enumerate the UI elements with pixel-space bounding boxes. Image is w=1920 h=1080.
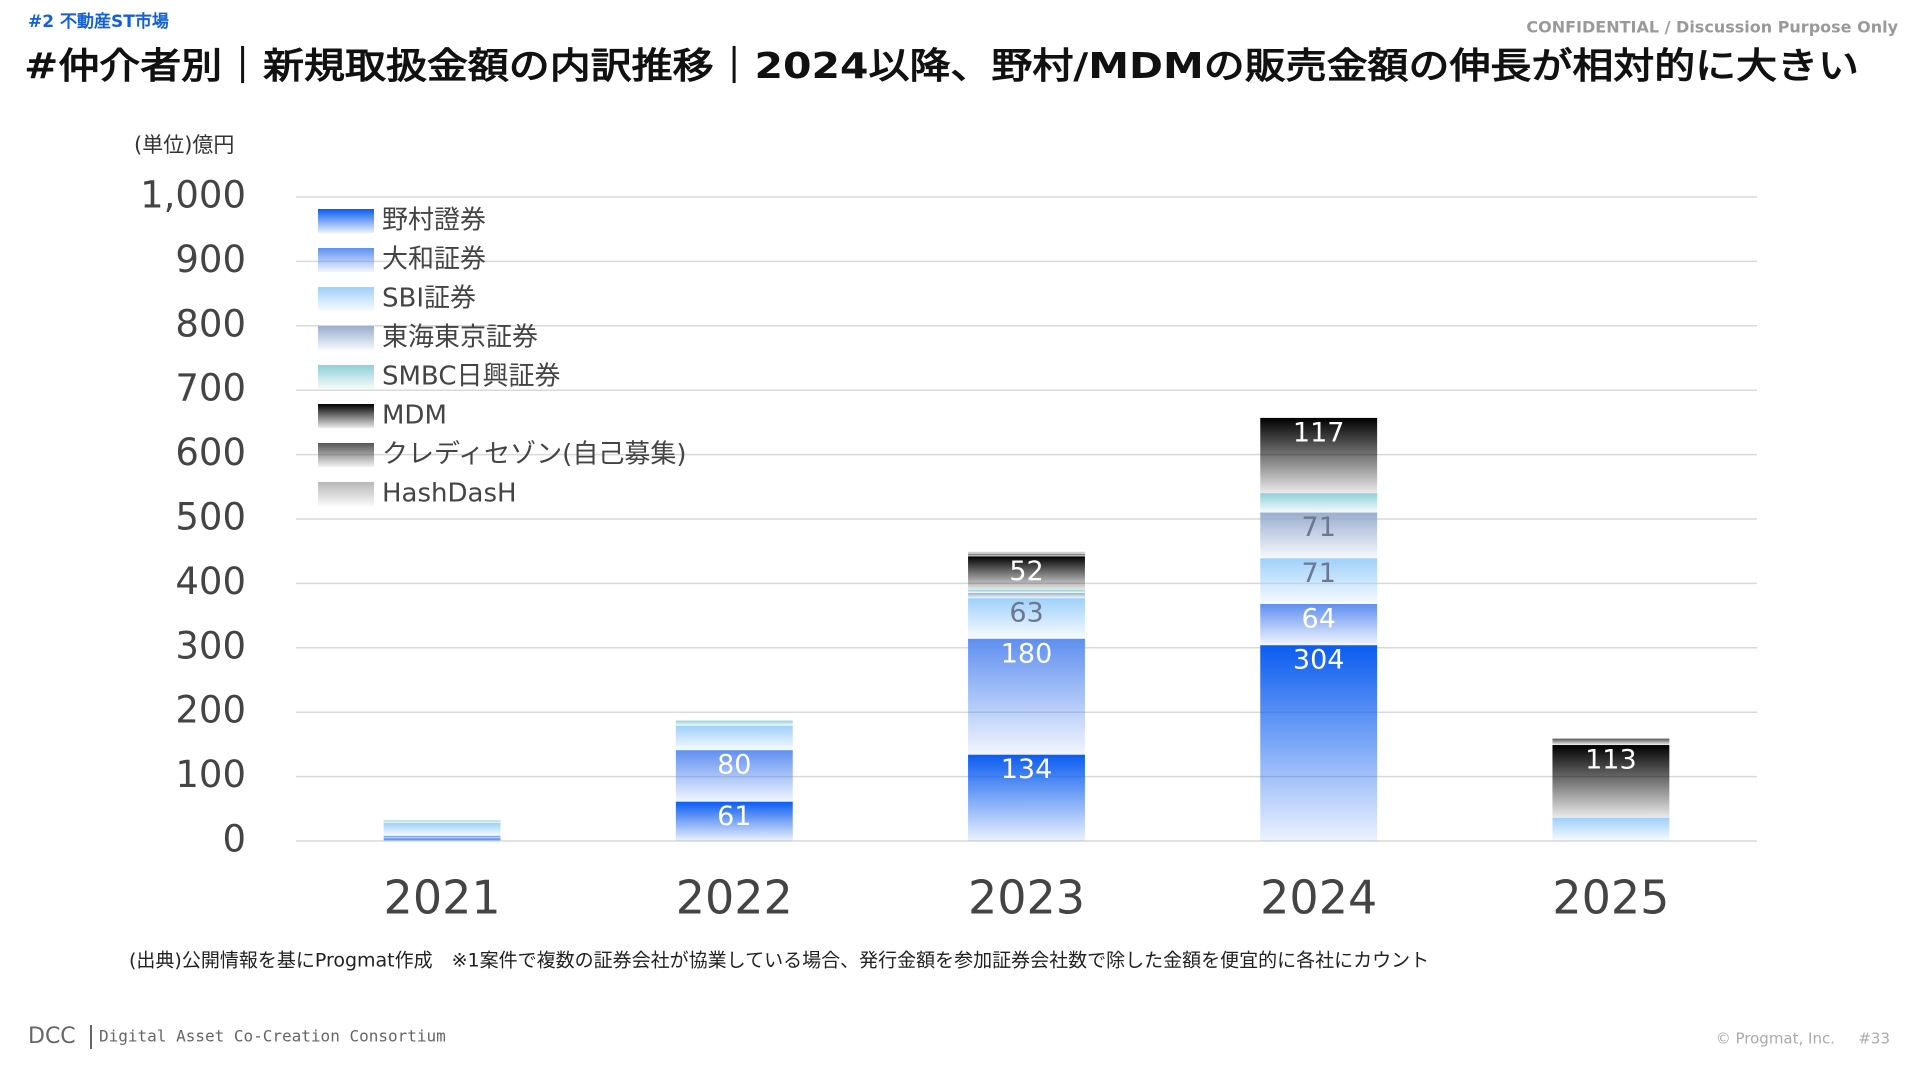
bar-segment [383,822,501,836]
legend-label: SMBC日興証券 [382,362,560,392]
legend-swatch [318,287,374,311]
legend-label: MDM [382,401,447,431]
y-tick-label: 400 [175,560,246,603]
bar-segment [968,593,1085,599]
bar-segment [968,598,1085,639]
x-tick-label: 2022 [676,871,793,925]
y-tick-label: 700 [175,367,246,410]
slide-title: #仲介者別｜新規取扱金額の内訳推移｜2024以降、野村/MDMの販売金額の伸長が… [24,45,1859,87]
legend-label: 大和証券 [382,245,486,275]
legend-swatch [318,443,374,467]
legend-label: 野村證券 [382,206,486,236]
footnote: (出典)公開情報を基にProgmat作成 ※1案件で複数の証券会社が協業している… [129,950,1429,972]
data-label: 134 [1001,754,1053,785]
x-tick-label: 2021 [384,871,501,925]
legend-swatch [318,326,374,350]
bar-segment [968,553,1085,557]
data-label: 71 [1302,512,1336,543]
footer-logo: DCC [28,1024,76,1049]
x-tick-label: 2025 [1552,871,1669,925]
legend-swatch [318,248,374,272]
bar-segment [1260,604,1378,646]
data-label: 64 [1302,604,1336,635]
y-tick-label: 300 [175,624,246,667]
bar-segment [1552,738,1670,746]
unit-label: (単位)億円 [134,133,234,157]
legend-label: SBI証券 [382,284,476,314]
data-label: 71 [1302,558,1336,589]
y-tick-label: 800 [175,302,246,345]
bar-segment [1260,645,1378,841]
bar-segment [968,589,1085,594]
legend-label: HashDasH [382,479,517,509]
confidential: CONFIDENTIAL / Discussion Purpose Only [1526,18,1898,37]
y-tick-label: 100 [175,753,246,796]
y-tick-label: 500 [175,496,246,539]
bar-segment [1260,417,1378,494]
bar-segment [1260,558,1378,605]
bar-segment [968,638,1085,755]
page-number: #33 [1858,1030,1890,1048]
bar-segment [1260,493,1378,513]
data-label: 52 [1009,556,1043,587]
y-tick-label: 600 [175,431,246,474]
data-label: 117 [1293,417,1345,448]
data-label: 61 [717,801,751,832]
y-tick-label: 200 [175,689,246,732]
bar-segment [968,754,1085,841]
x-tick-label: 2024 [1260,871,1377,925]
bar-segment [675,720,793,726]
bar-segment [675,750,793,802]
data-label: 63 [1009,598,1043,629]
bar-segment [383,835,501,839]
footer-consortium: Digital Asset Co-Creation Consortium [99,1027,446,1046]
legend-swatch [318,404,374,428]
legend-label: 東海東京証券 [382,323,538,353]
bar-segment [383,820,501,823]
footer-copyright: © Progmat, Inc. [1716,1030,1835,1048]
y-tick-label: 900 [175,238,246,281]
legend-swatch [318,482,374,506]
data-label: 180 [1001,638,1053,669]
bar-segment [968,556,1085,590]
section-label: #2 不動産ST市場 [28,11,169,32]
bar-segment [1260,512,1378,559]
data-label: 113 [1585,745,1637,776]
legend-swatch [318,365,374,389]
x-tick-label: 2023 [968,871,1085,925]
bar-segment [1552,745,1670,818]
bar-segment [675,725,793,751]
bar-segment [383,838,501,841]
data-label: 80 [717,750,751,781]
y-tick-label: 1,000 [140,174,246,217]
bar-segment [968,551,1085,554]
y-tick-label: 0 [222,818,246,861]
bar-segment [675,801,793,841]
data-label: 304 [1293,645,1345,676]
legend-swatch [318,209,374,233]
legend-label: クレディセゾン(自己募集) [382,440,686,470]
bar-segment [1552,817,1670,841]
